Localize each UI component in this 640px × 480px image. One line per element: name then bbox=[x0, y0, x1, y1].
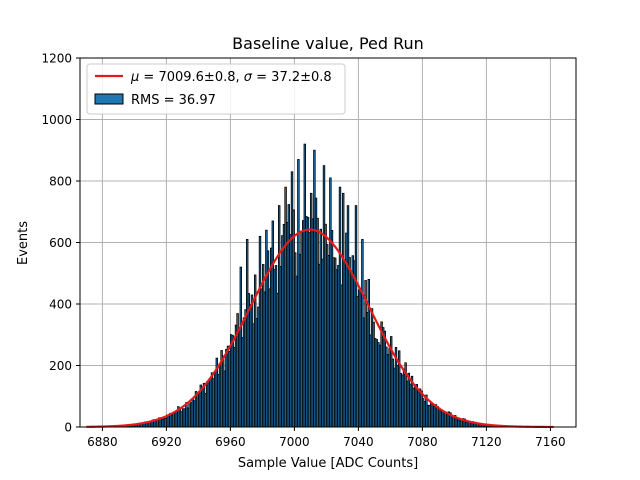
legend-sigma-symbol: σ bbox=[244, 70, 253, 85]
y-tick-label: 0 bbox=[64, 421, 72, 435]
chart-title: Baseline value, Ped Run bbox=[232, 34, 424, 53]
x-tick-label: 6920 bbox=[151, 435, 182, 449]
gaussian-fit-curve bbox=[86, 228, 554, 429]
x-axis-ticks: 6880 6920 6960 7000 7040 7080 7120 7160 bbox=[87, 427, 566, 449]
x-tick-label: 7040 bbox=[343, 435, 374, 449]
y-tick-label: 600 bbox=[49, 236, 72, 250]
y-axis-label: Events bbox=[16, 221, 31, 265]
x-tick-label: 6960 bbox=[215, 435, 246, 449]
x-tick-label: 7160 bbox=[535, 435, 566, 449]
legend-hist-swatch bbox=[94, 93, 124, 105]
legend-fit-label: μ = 7009.6±0.8, σ = 37.2±0.8 bbox=[130, 70, 332, 85]
x-tick-label: 7000 bbox=[279, 435, 310, 449]
fit-curve-path bbox=[86, 228, 554, 429]
y-tick-label: 1000 bbox=[41, 113, 72, 127]
y-tick-label: 200 bbox=[49, 359, 72, 373]
x-axis-label: Sample Value [ADC Counts] bbox=[238, 456, 418, 471]
legend-hist-label: RMS = 36.97 bbox=[131, 93, 216, 108]
legend-sigma-value: = 37.2±0.8 bbox=[252, 70, 332, 85]
x-tick-label: 6880 bbox=[87, 435, 118, 449]
legend-box bbox=[86, 63, 346, 115]
y-axis-ticks: 0 200 400 600 800 1000 1200 bbox=[41, 52, 80, 435]
legend-mu-symbol: μ bbox=[130, 70, 139, 85]
x-tick-label: 7120 bbox=[471, 435, 502, 449]
y-tick-label: 400 bbox=[49, 298, 72, 312]
x-tick-label: 7080 bbox=[407, 435, 438, 449]
y-tick-label: 800 bbox=[49, 175, 72, 189]
y-tick-label: 1200 bbox=[41, 52, 72, 66]
legend-mu-value: = 7009.6±0.8, bbox=[139, 70, 243, 85]
legend: μ = 7009.6±0.8, σ = 37.2±0.8 RMS = 36.97 bbox=[86, 63, 346, 115]
